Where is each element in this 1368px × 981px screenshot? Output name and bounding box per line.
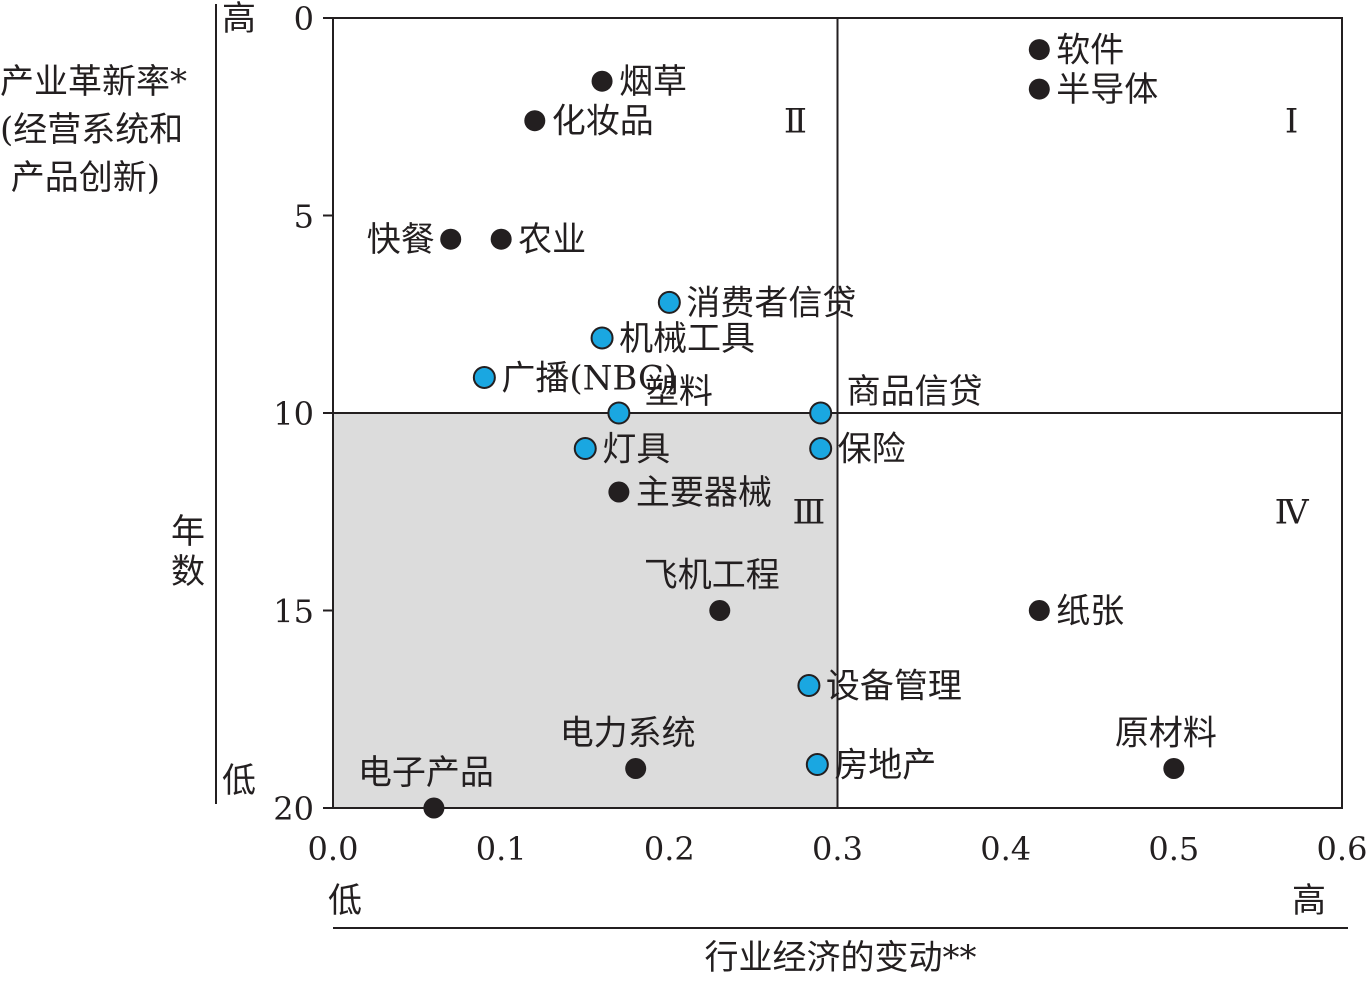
data-point <box>490 228 512 250</box>
x-tick-label: 0.5 <box>1148 830 1199 868</box>
data-point <box>440 228 462 250</box>
point-label: 软件 <box>1056 31 1124 71</box>
data-point <box>625 758 647 779</box>
data-point <box>591 70 613 92</box>
y-axis-unit-label: 年数 <box>171 512 205 592</box>
x-tick-label: 0.6 <box>1317 830 1368 868</box>
data-point <box>709 600 731 621</box>
quadrant-label-iv: Ⅳ <box>1275 493 1310 533</box>
point-label: 塑料 <box>645 372 713 412</box>
point-label: 房地产 <box>834 746 936 786</box>
y-tick-label: 15 <box>273 593 314 631</box>
point-label: 纸张 <box>1056 592 1124 632</box>
data-point <box>608 481 630 503</box>
x-tick-label: 0.4 <box>980 830 1031 868</box>
y-tick-label: 0 <box>294 0 314 38</box>
point-label: 快餐 <box>367 220 435 260</box>
data-point <box>573 437 597 461</box>
y-high-label: 高 <box>222 0 256 39</box>
point-label: 消费者信贷 <box>686 283 856 323</box>
y-low-label: 低 <box>222 761 256 801</box>
data-point <box>1028 600 1050 621</box>
data-point <box>809 401 833 425</box>
x-high-label: 高 <box>1292 881 1326 921</box>
x-tick-label: 0.1 <box>476 830 527 868</box>
y-tick-label: 10 <box>273 395 314 433</box>
point-label: 电力系统 <box>560 714 696 754</box>
shaded-quadrant-iii <box>333 413 838 808</box>
point-label: 主要器械 <box>636 473 772 513</box>
point-label: 商品信贷 <box>847 372 983 412</box>
data-point <box>607 401 631 425</box>
data-point <box>590 326 614 350</box>
x-tick-label: 0.2 <box>644 830 695 868</box>
data-point <box>805 753 829 777</box>
point-label: 飞机工程 <box>644 556 780 596</box>
quadrant-label-i: Ⅰ <box>1285 102 1298 142</box>
point-label: 烟草 <box>619 62 687 102</box>
data-point <box>797 674 821 698</box>
x-axis-title: 行业经济的变动** <box>704 938 977 978</box>
point-label: 半导体 <box>1056 70 1158 110</box>
x-tick-label: 0.0 <box>308 830 359 868</box>
point-label: 设备管理 <box>826 667 962 707</box>
y-axis-title: 产业革新率* (经营系统和 产品创新) <box>0 62 187 198</box>
point-label: 农业 <box>518 220 586 260</box>
x-tick-label: 0.3 <box>812 830 863 868</box>
data-point <box>809 437 833 461</box>
quadrant-label-iii: Ⅲ <box>793 493 826 533</box>
data-point <box>472 365 496 389</box>
point-label: 机械工具 <box>619 319 755 359</box>
point-label: 原材料 <box>1115 714 1217 754</box>
x-low-label: 低 <box>328 881 362 921</box>
data-point <box>1163 758 1185 779</box>
point-label: 化妆品 <box>552 102 654 142</box>
y-tick-label: 5 <box>294 198 314 236</box>
point-label: 保险 <box>838 430 906 470</box>
data-point <box>657 290 681 314</box>
data-point <box>524 110 546 132</box>
point-label: 广播(NBC) <box>501 358 677 398</box>
data-point <box>1028 78 1050 100</box>
point-label: 灯具 <box>602 430 670 470</box>
y-tick-label: 20 <box>273 790 314 828</box>
point-label: 电子产品 <box>358 753 494 793</box>
data-point <box>1028 39 1050 61</box>
data-point <box>423 797 445 819</box>
quadrant-label-ii: Ⅱ <box>784 102 807 142</box>
